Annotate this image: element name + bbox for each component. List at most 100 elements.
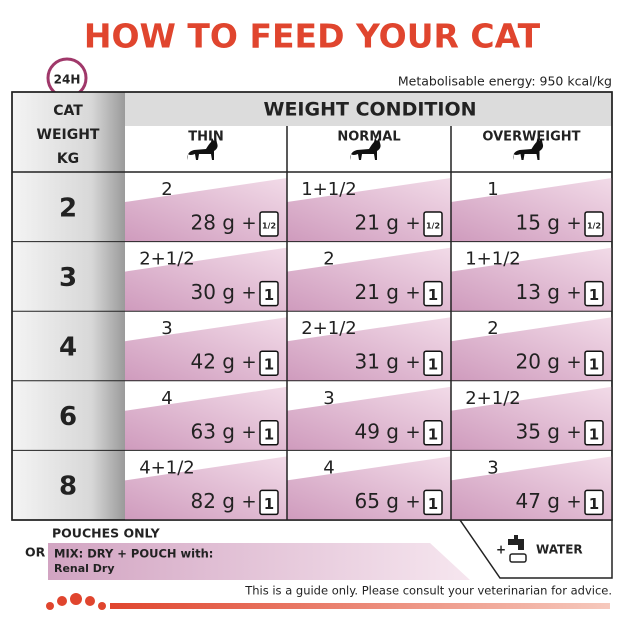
weight: 2 <box>59 193 77 223</box>
pouch-icon <box>259 280 279 307</box>
pouch-icon <box>423 280 443 307</box>
grams: 63 g <box>190 419 235 443</box>
pouch-size: 1 <box>428 425 438 443</box>
cell-shade <box>125 317 287 381</box>
pouches: 3 <box>161 318 172 339</box>
grams: 21 g <box>354 211 399 235</box>
brand-line <box>110 603 610 609</box>
cell-shade <box>125 178 287 242</box>
plus: + <box>566 491 581 512</box>
pouches: 4+1/2 <box>139 457 195 478</box>
plus: + <box>566 352 581 373</box>
pouch-icon <box>584 350 604 376</box>
title: HOW TO FEED YOUR CAT <box>84 17 541 56</box>
grams: 13 g <box>515 280 560 304</box>
condition-title: WEIGHT CONDITION <box>264 99 477 121</box>
cell-shade <box>125 456 287 520</box>
grams: 35 g <box>515 419 560 443</box>
pouches: 4 <box>161 388 172 409</box>
pouches: 3 <box>487 457 498 478</box>
pouch-size: 1 <box>589 495 599 513</box>
tap-icon <box>508 535 527 563</box>
plus: + <box>241 283 256 304</box>
pouch-icon <box>259 211 279 237</box>
plus: + <box>405 283 420 304</box>
cell-shade <box>451 456 612 520</box>
grams: 15 g <box>515 211 560 235</box>
plus: + <box>566 283 581 304</box>
cell-shade <box>451 386 612 451</box>
pouch-icon <box>259 489 279 516</box>
pouch-icon <box>259 420 279 446</box>
grams: 65 g <box>354 489 399 513</box>
cell-shade <box>451 178 612 242</box>
plus: + <box>241 213 256 234</box>
pouches: 3 <box>323 388 334 409</box>
weight-label: WEIGHT <box>37 127 100 143</box>
weight: 3 <box>59 263 77 293</box>
cell-shade <box>287 178 451 242</box>
energy: Metabolisable energy: 950 kcal/kg <box>398 74 612 89</box>
pouch-size: 1 <box>589 356 599 374</box>
plus: + <box>405 422 420 443</box>
cell-shade <box>451 247 612 312</box>
cell-shade <box>287 456 451 520</box>
pouch-size: 1/2 <box>587 222 601 231</box>
pouch-icon <box>584 211 604 237</box>
pouch-size: 1 <box>264 495 274 513</box>
pouch-size: 1/2 <box>262 222 276 231</box>
grams: 47 g <box>515 489 560 513</box>
plus: + <box>241 352 256 373</box>
cell-shade <box>451 317 612 381</box>
or: OR <box>25 545 46 560</box>
cat-icon <box>350 138 381 160</box>
grams: 30 g <box>190 280 235 304</box>
pouch-size: 1/2 <box>426 222 440 231</box>
grams: 49 g <box>354 419 399 443</box>
water-plus: + <box>496 543 506 557</box>
plus: + <box>566 213 581 234</box>
pouches: 2+1/2 <box>465 388 521 409</box>
cell-shade <box>125 247 287 312</box>
grams: 28 g <box>190 211 235 235</box>
pouches: 1+1/2 <box>465 249 521 270</box>
plus: + <box>405 352 420 373</box>
pouch-icon <box>423 211 443 237</box>
disclaimer: This is a guide only. Please consult you… <box>244 584 612 598</box>
pouch-icon <box>584 420 604 446</box>
pouches: 2+1/2 <box>301 318 357 339</box>
grams: 82 g <box>190 489 235 513</box>
pouch-size: 1 <box>428 495 438 513</box>
cell-shade <box>287 317 451 381</box>
pouch-size: 1 <box>264 356 274 374</box>
column-title: THIN <box>188 130 223 145</box>
pouch-size: 1 <box>264 425 274 443</box>
pouches: 4 <box>323 457 334 478</box>
cat-icon <box>513 138 544 160</box>
mix: MIX: DRY + POUCH with: <box>54 547 213 561</box>
weight: 6 <box>59 402 77 432</box>
badge: 24H <box>54 73 81 87</box>
weight-column <box>12 92 125 520</box>
weight-label: CAT <box>53 103 83 119</box>
column-title: OVERWEIGHT <box>482 130 580 145</box>
pouches: 1+1/2 <box>301 179 357 200</box>
cell-shade <box>125 386 287 451</box>
column-title: NORMAL <box>337 130 400 145</box>
grams: 31 g <box>354 350 399 374</box>
plus: + <box>241 422 256 443</box>
pouch-icon <box>423 489 443 516</box>
plus: + <box>405 213 420 234</box>
plus: + <box>241 491 256 512</box>
pouch-size: 1 <box>428 356 438 374</box>
pouch-size: 1 <box>589 286 599 304</box>
pouch-icon <box>584 489 604 516</box>
grams: 20 g <box>515 350 560 374</box>
pouch-size: 1 <box>264 286 274 304</box>
water: WATER <box>536 543 583 557</box>
pouch-icon <box>584 280 604 307</box>
pouch-icon <box>259 350 279 376</box>
table-frame <box>11 91 613 521</box>
plus: + <box>566 422 581 443</box>
